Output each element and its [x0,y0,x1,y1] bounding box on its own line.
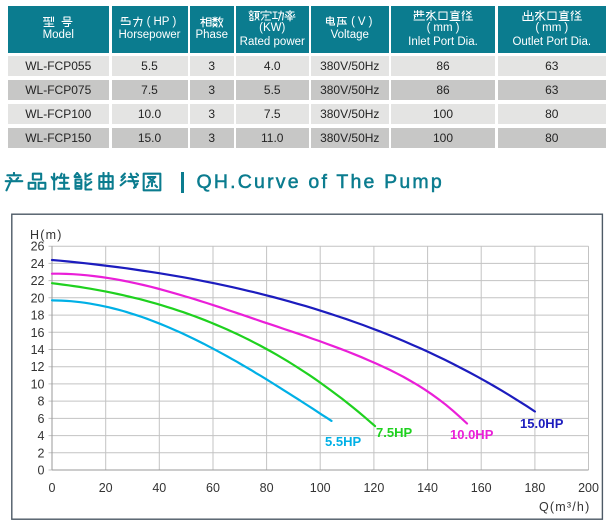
svg-text:22: 22 [31,274,45,288]
svg-text:14: 14 [31,343,45,357]
svg-text:18: 18 [31,309,45,323]
svg-text:40: 40 [152,481,166,495]
svg-text:16: 16 [31,326,45,340]
svg-text:4: 4 [38,429,45,443]
svg-text:160: 160 [471,481,492,495]
svg-text:10: 10 [31,377,45,391]
svg-text:2: 2 [38,446,45,460]
svg-text:140: 140 [417,481,438,495]
svg-text:Q(m³/h): Q(m³/h) [539,500,590,514]
svg-text:24: 24 [31,257,45,271]
svg-text:200: 200 [578,481,599,495]
svg-text:20: 20 [31,291,45,305]
svg-text:0: 0 [49,481,56,495]
svg-text:5.5HP: 5.5HP [325,434,361,449]
svg-text:100: 100 [310,481,331,495]
svg-text:10.0HP: 10.0HP [450,427,494,442]
svg-text:0: 0 [38,464,45,478]
svg-text:12: 12 [31,360,45,374]
svg-text:15.0HP: 15.0HP [520,416,564,431]
svg-text:60: 60 [206,481,220,495]
svg-text:6: 6 [38,412,45,426]
svg-text:7.5HP: 7.5HP [376,425,412,440]
svg-text:80: 80 [260,481,274,495]
svg-text:20: 20 [99,481,113,495]
svg-text:8: 8 [38,395,45,409]
svg-text:120: 120 [363,481,384,495]
svg-text:180: 180 [524,481,545,495]
svg-text:H(m): H(m) [30,228,63,242]
svg-text:26: 26 [31,240,45,254]
